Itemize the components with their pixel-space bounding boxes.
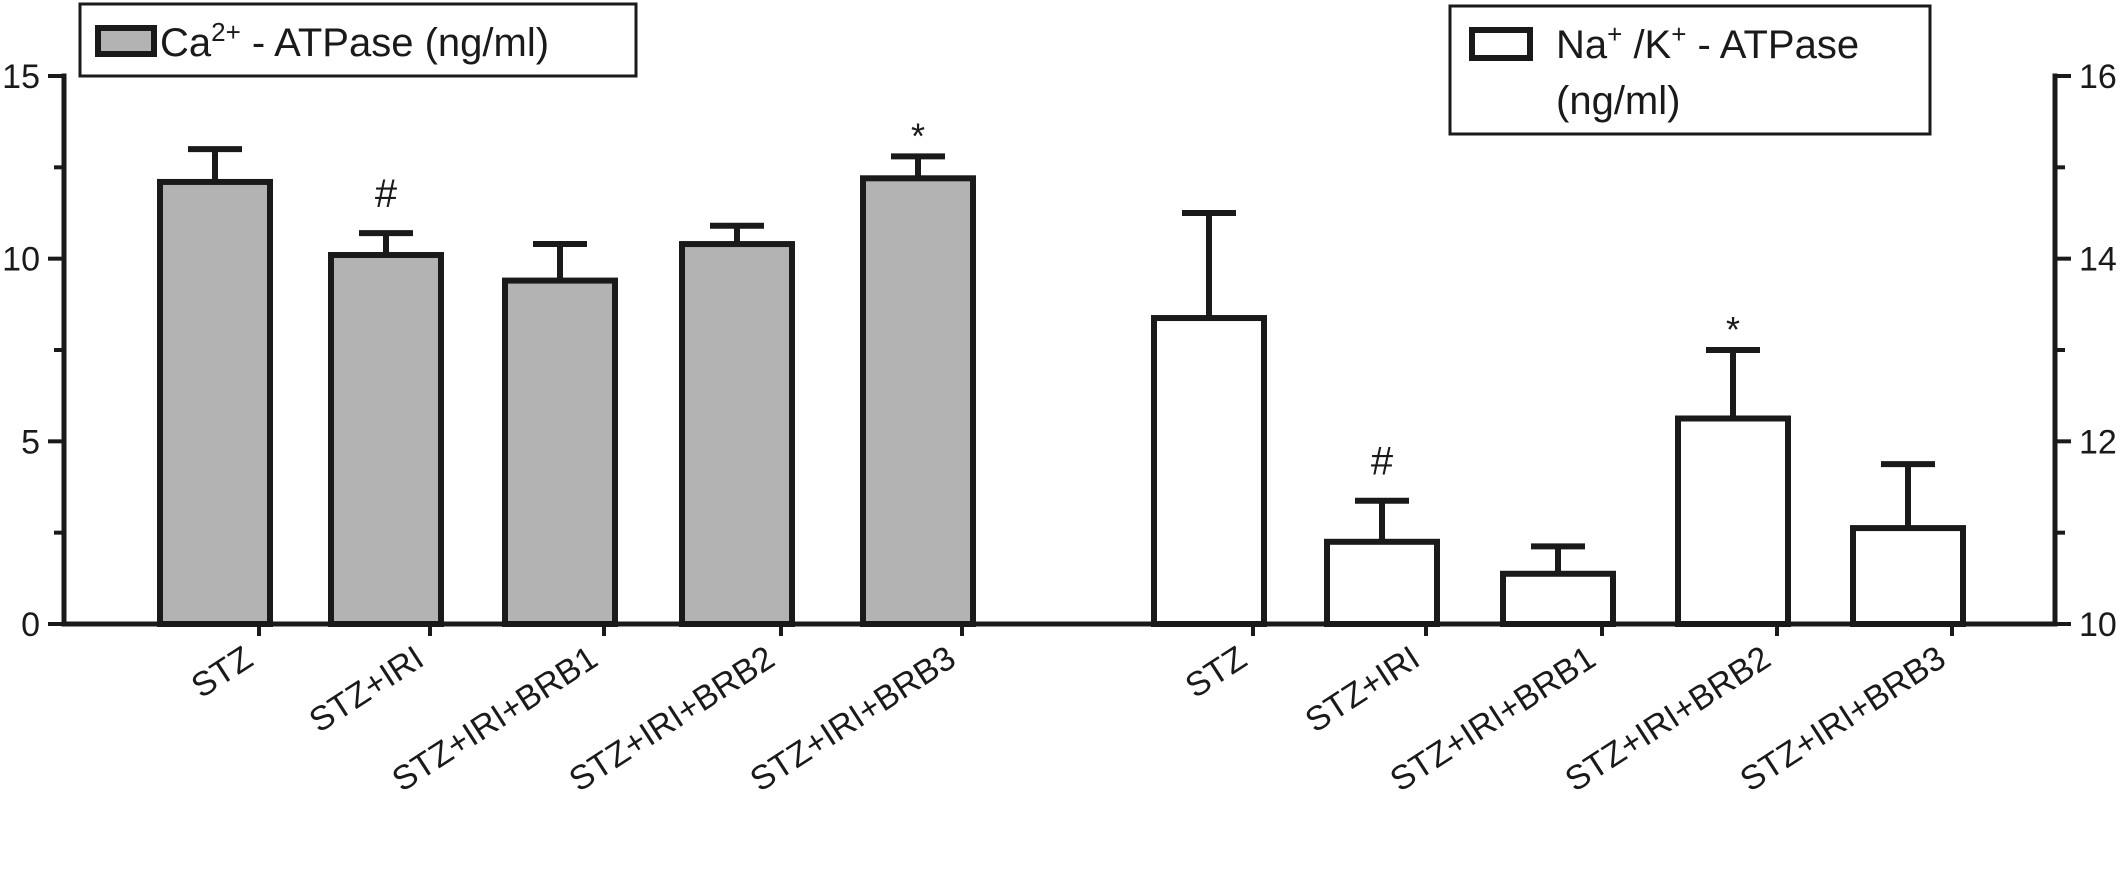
category-label: STZ+IRI+BRB3 — [744, 639, 963, 800]
category-label: STZ — [1179, 639, 1254, 706]
legend-nak-unit: (ng/ml) — [1556, 79, 1680, 123]
significance-hash: # — [1371, 440, 1394, 484]
category-label: STZ+IRI — [303, 639, 431, 740]
category-label: STZ+IRI — [1299, 639, 1427, 740]
bar-nak-4 — [1675, 415, 1791, 627]
left-tick-label: 5 — [21, 423, 40, 461]
significance-hash: # — [375, 172, 398, 216]
bar-nak-1 — [1151, 315, 1267, 627]
right-tick-label: 14 — [2079, 241, 2117, 279]
category-label: STZ — [185, 639, 260, 706]
legend-nak-swatch — [1469, 27, 1533, 61]
bar-nak-2 — [1324, 538, 1440, 627]
bar-ca-5 — [860, 175, 976, 627]
axes: 0 5 10 15 10 12 14 16 — [2, 58, 2117, 644]
legend-nak-label: Na+ /K+ - ATPase — [1556, 19, 1859, 67]
significance-asterisk: * — [911, 115, 925, 156]
bar-nak-5 — [1850, 525, 1966, 627]
legend-ca-swatch — [95, 25, 157, 57]
legend-ca-label: Ca2+ - ATPase (ng/ml) — [160, 17, 549, 65]
bar-ca-1 — [157, 178, 273, 628]
left-tick-label: 0 — [21, 606, 40, 644]
bar-ca-4 — [679, 241, 795, 627]
legend-ca-box — [78, 2, 638, 78]
left-tick-label: 10 — [2, 241, 40, 279]
bar-ca-3 — [502, 277, 618, 627]
right-tick-label: 12 — [2079, 423, 2117, 461]
right-tick-label: 10 — [2079, 606, 2117, 644]
significance-asterisk: * — [1726, 309, 1740, 350]
bar-ca-2 — [328, 252, 444, 627]
right-tick-label: 16 — [2079, 58, 2117, 96]
bar-nak-3 — [1500, 570, 1616, 627]
legends: Ca2+ - ATPase (ng/ml) Na+ /K+ - ATPase (ng… — [78, 2, 1932, 136]
left-tick-label: 15 — [2, 58, 40, 96]
category-labels: STZ STZ+IRISTZ+IRI+BRB1STZ+IRI+BRB2STZ+IR… — [185, 639, 1953, 800]
bars: # * # * — [157, 115, 1966, 628]
